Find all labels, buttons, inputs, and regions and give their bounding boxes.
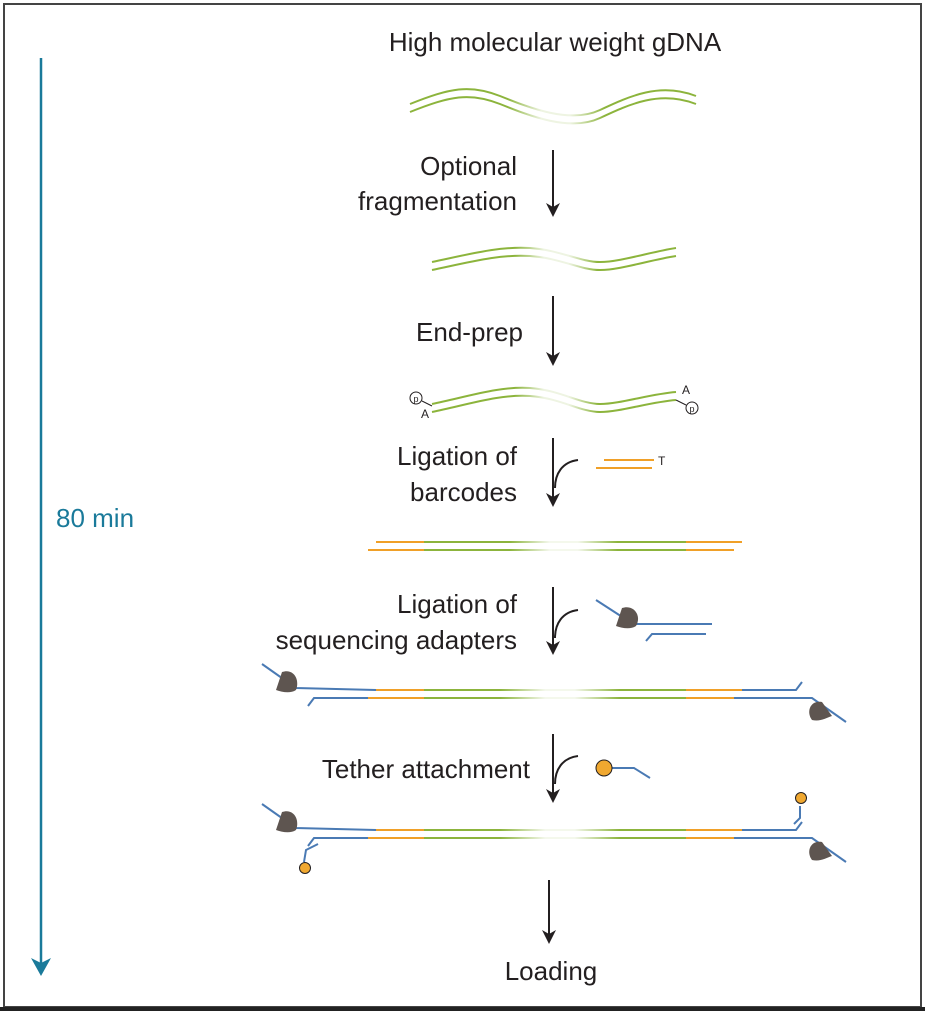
phosphate-left-label: p bbox=[413, 394, 418, 404]
tether-bead-right bbox=[795, 792, 807, 804]
end-prepped-dna: p A A p bbox=[409, 383, 699, 421]
motor-protein-right bbox=[809, 701, 832, 721]
tether-bead-left bbox=[299, 862, 311, 874]
motor-protein-left bbox=[276, 671, 298, 693]
tether-bead bbox=[595, 759, 613, 777]
t-overhang: T bbox=[658, 454, 666, 468]
arrowhead-fragmentation bbox=[546, 203, 560, 217]
branch-tether bbox=[554, 755, 579, 785]
fragmented-dna bbox=[431, 246, 677, 272]
barcodes-label-2: barcodes bbox=[410, 477, 517, 507]
adapter-reagent bbox=[595, 599, 712, 642]
motor-protein-left-2 bbox=[276, 811, 298, 833]
adapters-label-2: sequencing adapters bbox=[276, 625, 517, 655]
arrowhead-adapters bbox=[546, 641, 560, 655]
gdna-molecule bbox=[409, 88, 697, 125]
arrowhead-end-prep bbox=[546, 352, 560, 366]
tethered-dna bbox=[261, 792, 847, 874]
barcoded-dna bbox=[368, 541, 742, 551]
fragmentation-label-2: fragmentation bbox=[358, 186, 517, 216]
phosphate-link-left bbox=[421, 400, 433, 407]
a-tail-left: A bbox=[421, 407, 429, 421]
phosphate-link-right bbox=[675, 399, 687, 406]
end-prep-label: End-prep bbox=[416, 317, 523, 347]
arrowhead-tether bbox=[546, 789, 560, 803]
adapters-label-1: Ligation of bbox=[397, 589, 518, 619]
timeline: 80 min bbox=[31, 58, 134, 976]
arrowhead-barcodes bbox=[546, 493, 560, 507]
loading-label: Loading bbox=[505, 956, 598, 986]
bottom-strip bbox=[0, 1007, 925, 1011]
a-tail-right: A bbox=[682, 383, 690, 397]
barcode-reagent: T bbox=[596, 454, 666, 469]
adapted-dna bbox=[261, 663, 847, 723]
motor-protein-right-2 bbox=[809, 841, 832, 861]
timeline-arrowhead bbox=[31, 958, 51, 976]
branch-barcodes bbox=[554, 459, 579, 489]
branch-adapters bbox=[554, 609, 579, 639]
phosphate-right bbox=[685, 401, 699, 415]
arrowhead-loading bbox=[542, 930, 556, 944]
timeline-label: 80 min bbox=[56, 503, 134, 533]
tether-reagent bbox=[595, 759, 651, 779]
phosphate-right-label: p bbox=[689, 404, 694, 414]
barcodes-label-1: Ligation of bbox=[397, 441, 518, 471]
phosphate-left bbox=[409, 391, 423, 405]
input-title: High molecular weight gDNA bbox=[389, 27, 722, 57]
motor-protein-reagent bbox=[616, 607, 639, 629]
fragmentation-label-1: Optional bbox=[420, 151, 517, 181]
tether-label: Tether attachment bbox=[322, 754, 531, 784]
